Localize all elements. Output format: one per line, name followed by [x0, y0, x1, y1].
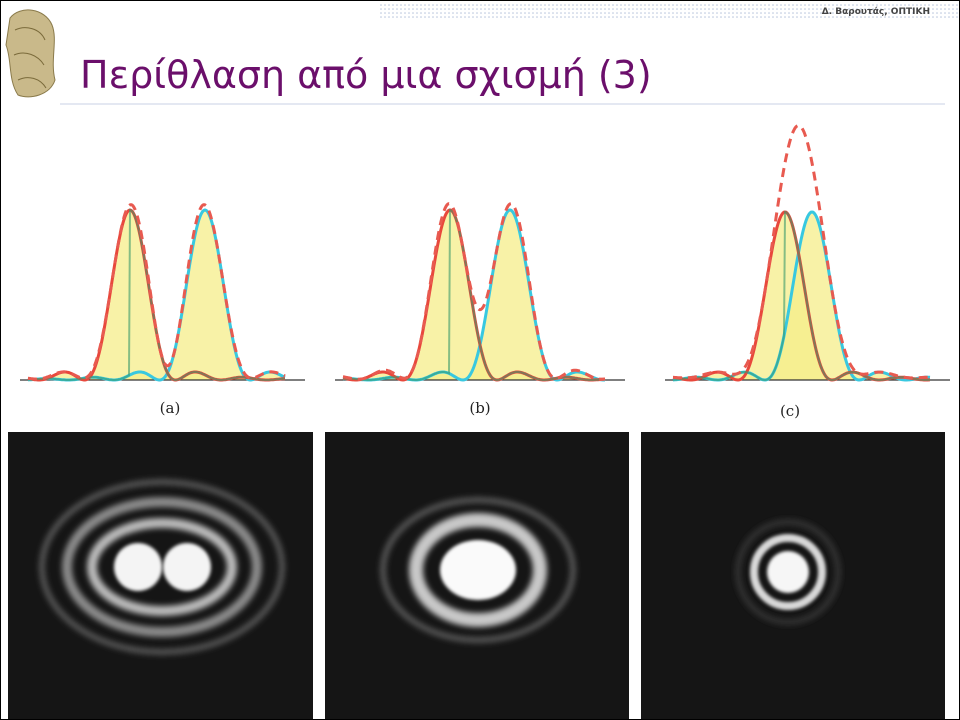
figure-label: (b): [469, 399, 490, 417]
photo-b: [325, 432, 629, 720]
photo-c: [641, 432, 945, 720]
author: Δ. Βαρουτάς, ΟΠΤΙΚΗ: [822, 7, 930, 17]
fill-area: [673, 212, 930, 380]
curve-green: [27, 208, 286, 381]
curve-sum: [342, 202, 606, 381]
logo: [5, 9, 56, 98]
fill-area: [343, 210, 605, 380]
fill-area: [28, 210, 285, 380]
photo-a: [8, 432, 313, 720]
curve-green: [672, 210, 930, 382]
header-band: [380, 2, 958, 20]
figure-label: (c): [780, 402, 800, 420]
fill-area: [28, 210, 285, 380]
figure-label: (a): [160, 399, 181, 417]
plots: [20, 124, 950, 382]
slide-title: Περίθλαση από μια σχισμή (3): [80, 53, 652, 97]
